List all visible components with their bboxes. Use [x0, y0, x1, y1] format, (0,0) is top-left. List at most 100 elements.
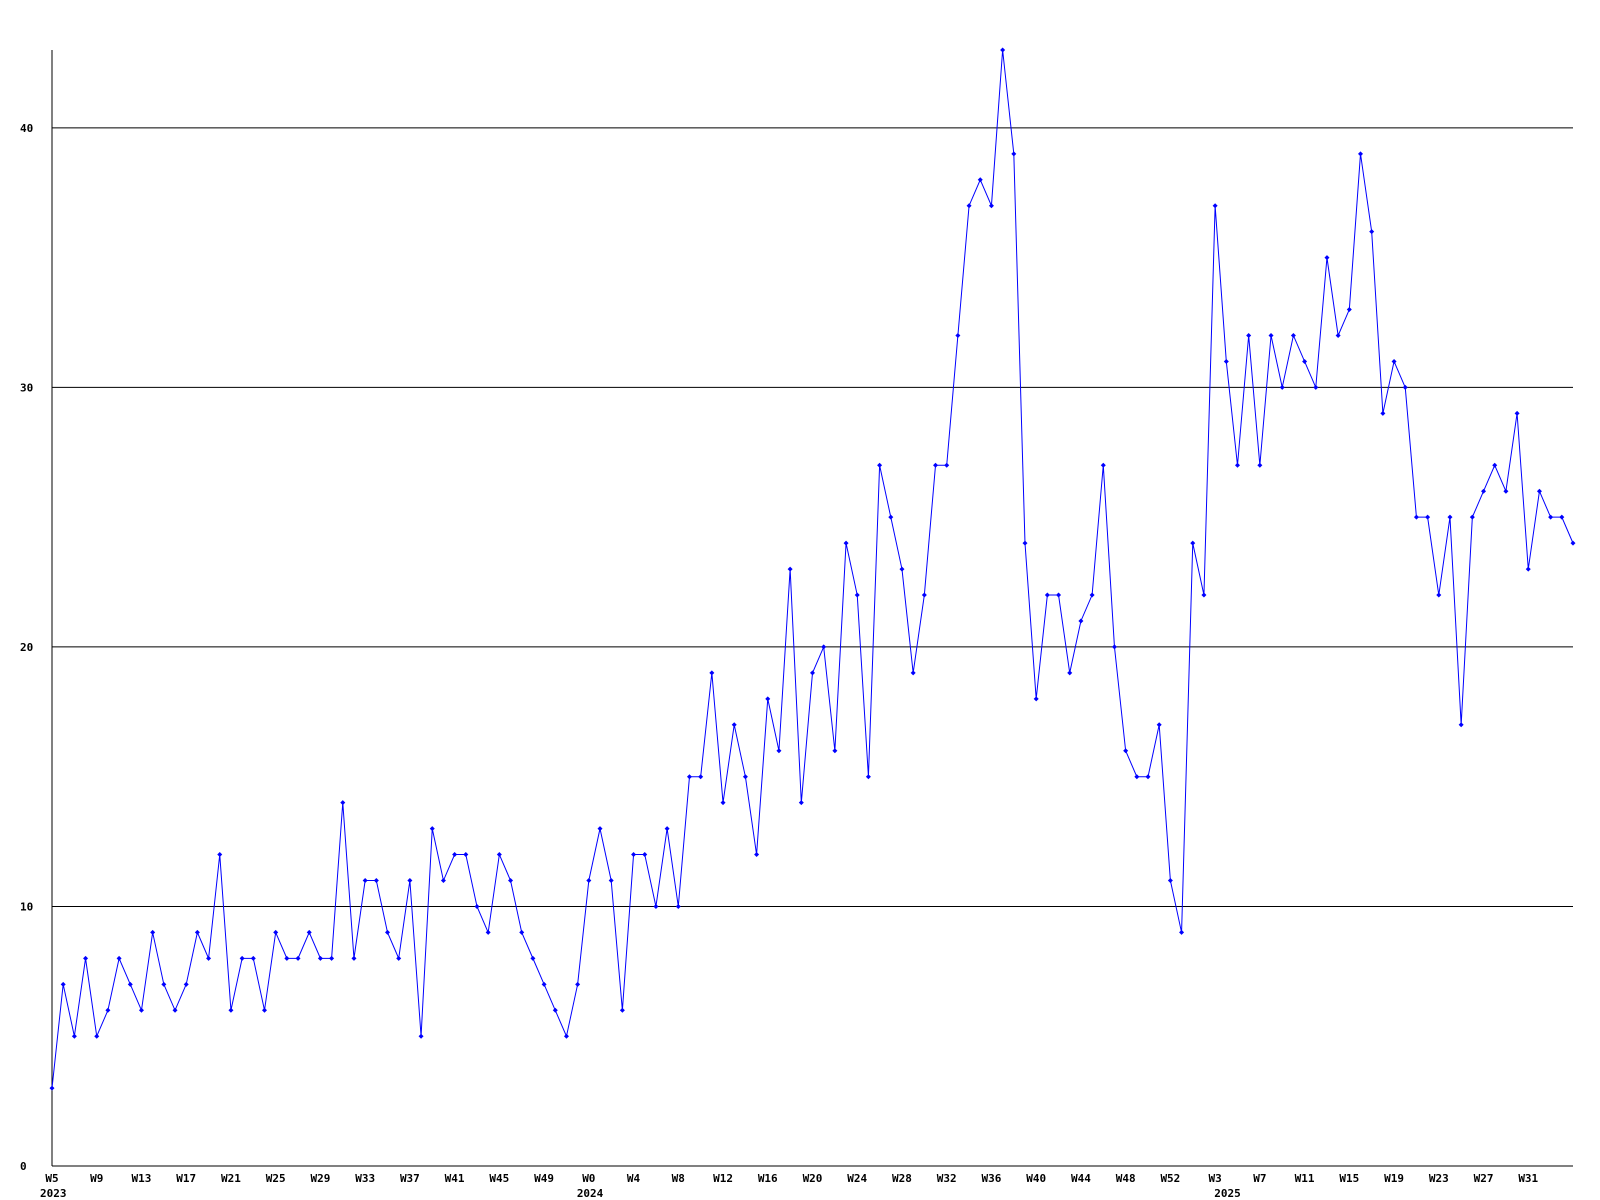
- point: [440, 878, 446, 884]
- point: [1022, 540, 1028, 546]
- x-tick-label: W29: [310, 1172, 330, 1185]
- y-tick-label: 30: [20, 381, 33, 394]
- point: [653, 903, 659, 909]
- point: [742, 774, 748, 780]
- point: [452, 852, 458, 858]
- point: [597, 826, 603, 832]
- point: [921, 592, 927, 598]
- x-tick-label: W37: [400, 1172, 420, 1185]
- point: [787, 566, 793, 572]
- point: [1234, 462, 1240, 468]
- point: [1536, 488, 1542, 494]
- point: [754, 852, 760, 858]
- point: [1335, 332, 1341, 338]
- point: [94, 1033, 100, 1039]
- point: [910, 670, 916, 676]
- point: [530, 955, 536, 961]
- point: [217, 852, 223, 858]
- point: [843, 540, 849, 546]
- point: [1067, 670, 1073, 676]
- x-tick-label: W48: [1116, 1172, 1136, 1185]
- x-tick-label: W21: [221, 1172, 241, 1185]
- x-tick-label: W0: [582, 1172, 595, 1185]
- x-tick-label: W15: [1339, 1172, 1359, 1185]
- point: [1425, 514, 1431, 520]
- point: [664, 826, 670, 832]
- point: [1503, 488, 1509, 494]
- point: [261, 1007, 267, 1013]
- x-tick-label: W5: [45, 1172, 58, 1185]
- point: [608, 878, 614, 884]
- point: [631, 852, 637, 858]
- point: [49, 1085, 55, 1091]
- point: [798, 800, 804, 806]
- x-tick-label: W36: [982, 1172, 1002, 1185]
- point: [1134, 774, 1140, 780]
- point: [362, 878, 368, 884]
- x-tick-label: W32: [937, 1172, 957, 1185]
- x-tick-label: W52: [1160, 1172, 1180, 1185]
- point: [955, 332, 961, 338]
- point: [1279, 384, 1285, 390]
- point: [1223, 358, 1229, 364]
- point: [351, 955, 357, 961]
- point: [586, 878, 592, 884]
- point: [563, 1033, 569, 1039]
- x-tick-label: W24: [847, 1172, 867, 1185]
- point: [105, 1007, 111, 1013]
- point: [810, 670, 815, 676]
- point: [1570, 540, 1576, 546]
- point: [116, 955, 122, 961]
- point: [1078, 618, 1084, 624]
- point: [832, 748, 838, 754]
- x-tick-label: W4: [627, 1172, 641, 1185]
- point: [1257, 462, 1263, 468]
- year-label: 2025: [1214, 1187, 1241, 1200]
- point: [1358, 151, 1364, 157]
- x-tick-label: W12: [713, 1172, 733, 1185]
- point: [1514, 410, 1520, 416]
- y-tick-label: 0: [20, 1160, 27, 1173]
- x-tick-label: W17: [176, 1172, 196, 1185]
- point: [1402, 384, 1408, 390]
- x-tick-label: W45: [489, 1172, 509, 1185]
- point: [1201, 592, 1207, 598]
- point: [1044, 592, 1050, 598]
- point: [418, 1033, 424, 1039]
- point: [250, 955, 256, 961]
- point: [720, 800, 726, 806]
- point: [865, 774, 871, 780]
- point: [172, 1007, 178, 1013]
- point: [228, 1007, 234, 1013]
- point: [1525, 566, 1531, 572]
- point: [138, 1007, 144, 1013]
- year-label: 2024: [577, 1187, 604, 1200]
- point: [1145, 774, 1151, 780]
- point: [273, 929, 279, 935]
- x-tick-label: W19: [1384, 1172, 1404, 1185]
- point: [731, 722, 737, 728]
- point: [888, 514, 894, 520]
- point: [83, 955, 89, 961]
- x-tick-label: W8: [672, 1172, 685, 1185]
- point: [385, 929, 391, 935]
- point: [765, 696, 771, 702]
- point: [1100, 462, 1106, 468]
- x-tick-label: W33: [355, 1172, 375, 1185]
- point: [1302, 358, 1308, 364]
- point: [1290, 332, 1296, 338]
- x-tick-label: W23: [1429, 1172, 1449, 1185]
- point: [329, 955, 335, 961]
- line: [51, 49, 1574, 1089]
- point: [575, 981, 581, 987]
- point: [988, 203, 994, 209]
- point: [396, 955, 402, 961]
- point: [552, 1007, 558, 1013]
- point: [295, 955, 301, 961]
- point: [161, 981, 167, 987]
- point: [698, 774, 704, 780]
- x-tick-label: W49: [534, 1172, 554, 1185]
- y-tick-label: 20: [20, 641, 33, 654]
- point: [1268, 332, 1274, 338]
